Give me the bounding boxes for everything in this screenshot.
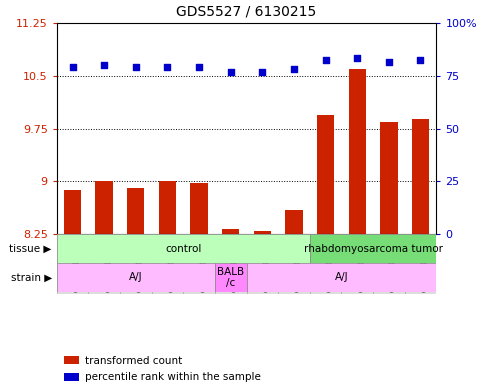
- Point: [417, 57, 424, 63]
- Text: strain ▶: strain ▶: [10, 272, 52, 283]
- Bar: [215, 263, 246, 292]
- Point: [195, 65, 203, 71]
- Text: rhabdomyosarcoma tumor: rhabdomyosarcoma tumor: [304, 243, 443, 254]
- Point: [290, 66, 298, 72]
- Text: transformed count: transformed count: [85, 356, 182, 366]
- Bar: [152, 234, 183, 294]
- Bar: [278, 234, 310, 294]
- Bar: [412, 119, 429, 234]
- Text: control: control: [165, 243, 202, 254]
- Text: GDS5527 / 6130215: GDS5527 / 6130215: [176, 5, 317, 18]
- Point: [164, 64, 172, 70]
- Bar: [341, 234, 373, 294]
- Text: percentile rank within the sample: percentile rank within the sample: [85, 372, 261, 382]
- Point: [353, 55, 361, 61]
- Bar: [57, 234, 88, 294]
- Text: tissue ▶: tissue ▶: [9, 243, 52, 254]
- Bar: [96, 182, 113, 234]
- Bar: [88, 234, 120, 294]
- Text: BALB
/c: BALB /c: [217, 266, 244, 288]
- Bar: [246, 234, 278, 294]
- Bar: [222, 229, 240, 234]
- Point: [100, 62, 108, 68]
- Text: GSM738159: GSM738159: [421, 237, 429, 292]
- Bar: [57, 263, 215, 292]
- Point: [321, 56, 329, 63]
- Text: GSM738155: GSM738155: [325, 237, 335, 292]
- Bar: [380, 122, 397, 234]
- Bar: [405, 234, 436, 294]
- Bar: [159, 182, 176, 234]
- Text: GSM738156: GSM738156: [72, 237, 81, 292]
- Bar: [127, 189, 144, 234]
- Bar: [310, 234, 436, 263]
- Bar: [253, 231, 271, 234]
- Text: GSM738158: GSM738158: [389, 237, 398, 292]
- Text: GSM738157: GSM738157: [357, 237, 366, 292]
- Bar: [64, 190, 81, 234]
- Bar: [183, 234, 215, 294]
- Text: GSM738165: GSM738165: [231, 237, 240, 292]
- Point: [385, 59, 393, 65]
- Bar: [64, 372, 79, 381]
- Text: GSM738162: GSM738162: [168, 237, 176, 292]
- Bar: [317, 114, 334, 234]
- Bar: [57, 234, 310, 263]
- Text: GSM738160: GSM738160: [104, 237, 113, 292]
- Text: GSM738163: GSM738163: [294, 237, 303, 292]
- Text: A/J: A/J: [335, 272, 348, 283]
- Point: [258, 69, 266, 75]
- Bar: [120, 234, 152, 294]
- Bar: [349, 69, 366, 234]
- Bar: [215, 234, 246, 294]
- Point: [132, 64, 140, 70]
- Text: GSM738164: GSM738164: [199, 237, 208, 292]
- Bar: [190, 183, 208, 234]
- Point: [69, 65, 76, 71]
- Bar: [373, 234, 405, 294]
- Bar: [285, 210, 303, 234]
- Text: GSM738161: GSM738161: [136, 237, 145, 292]
- Point: [227, 69, 235, 75]
- Text: GSM738166: GSM738166: [262, 237, 271, 292]
- Bar: [64, 356, 79, 364]
- Bar: [246, 263, 436, 292]
- Text: A/J: A/J: [129, 272, 142, 283]
- Bar: [310, 234, 341, 294]
